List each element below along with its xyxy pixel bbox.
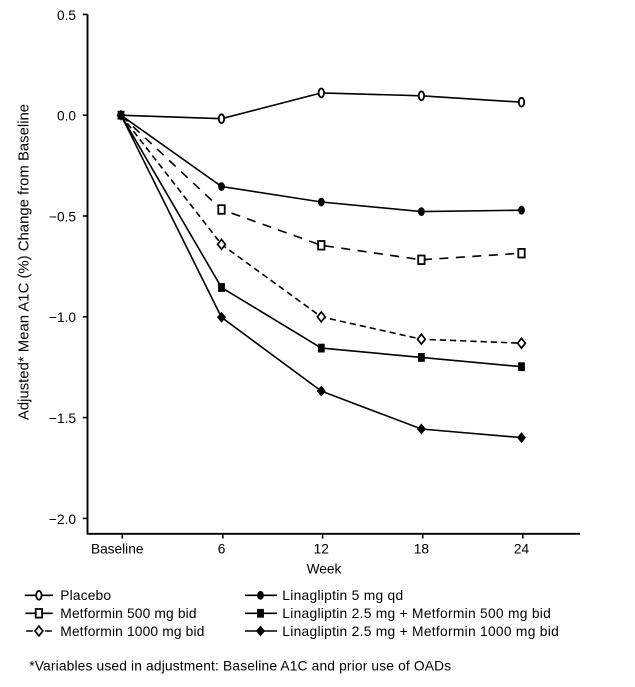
- svg-text:−2.0: −2.0: [49, 512, 76, 527]
- svg-text:Baseline: Baseline: [91, 541, 144, 556]
- svg-text:0.0: 0.0: [57, 109, 76, 124]
- svg-text:24: 24: [514, 541, 530, 556]
- svg-text:12: 12: [314, 541, 329, 556]
- svg-text:6: 6: [218, 541, 226, 556]
- svg-text:Week: Week: [307, 562, 342, 577]
- svg-text:0.5: 0.5: [57, 8, 76, 23]
- svg-text:Metformin 1000 mg bid: Metformin 1000 mg bid: [60, 624, 204, 639]
- svg-text:Adjusted* Mean A1C (%) Change: Adjusted* Mean A1C (%) Change from Basel…: [16, 104, 32, 420]
- svg-text:Placebo: Placebo: [60, 588, 111, 603]
- svg-text:−0.5: −0.5: [49, 209, 76, 224]
- svg-text:Linagliptin 2.5 mg + Metformin: Linagliptin 2.5 mg + Metformin 500 mg bi…: [282, 606, 551, 621]
- svg-text:−1.5: −1.5: [49, 411, 76, 426]
- svg-text:Linagliptin 5 mg qd: Linagliptin 5 mg qd: [282, 588, 403, 603]
- svg-text:Linagliptin 2.5 mg + Metformin: Linagliptin 2.5 mg + Metformin 1000 mg b…: [282, 624, 559, 639]
- svg-text:−1.0: −1.0: [49, 310, 76, 325]
- svg-text:18: 18: [414, 541, 430, 556]
- svg-text:*Variables used in adjustment:: *Variables used in adjustment: Baseline …: [29, 658, 451, 673]
- svg-text:Metformin 500 mg bid: Metformin 500 mg bid: [60, 606, 196, 621]
